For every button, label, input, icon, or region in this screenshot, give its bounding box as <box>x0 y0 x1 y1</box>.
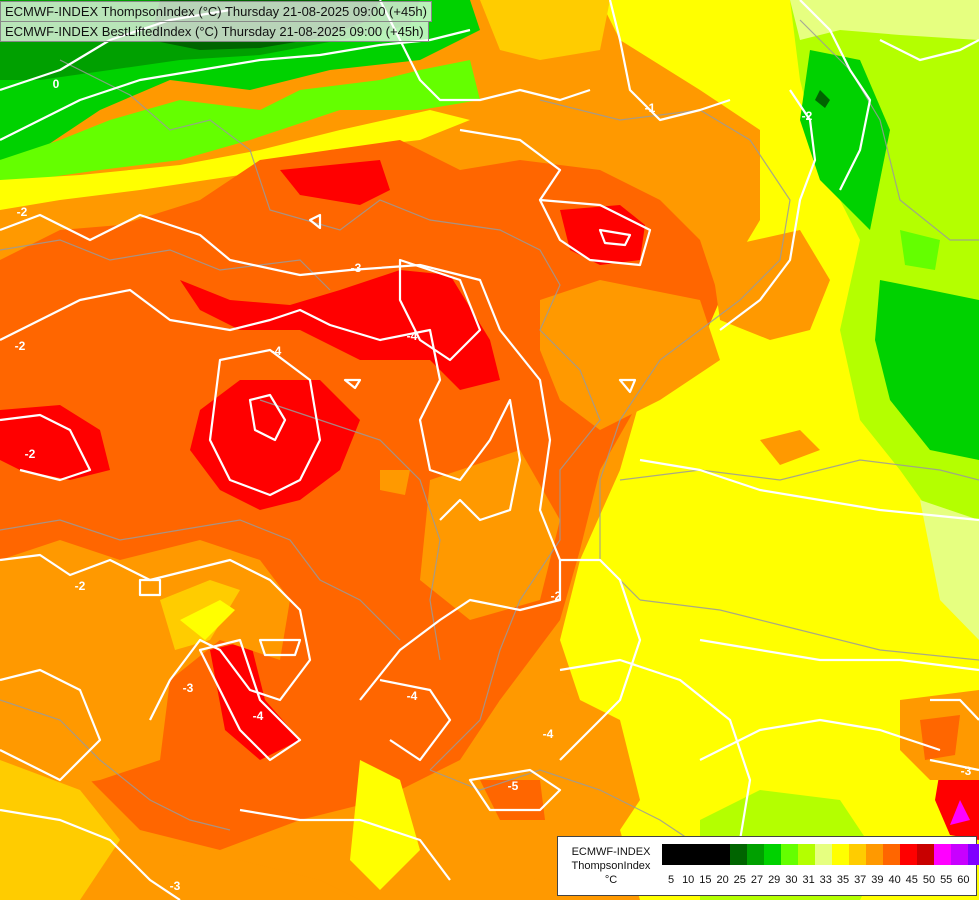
legend-swatch <box>849 844 866 865</box>
legend-swatch <box>679 844 696 865</box>
legend-model-label: ECMWF-INDEX <box>571 846 651 858</box>
map-title-line-2: ECMWF-INDEX BestLiftedIndex (°C) Thursda… <box>0 21 429 42</box>
legend-swatch <box>934 844 951 865</box>
legend-swatch <box>815 844 832 865</box>
contour-label: -4 <box>543 727 554 741</box>
legend-tick: 39 <box>871 874 884 886</box>
legend-swatch <box>696 844 713 865</box>
legend-swatch <box>730 844 747 865</box>
contour-label: -4 <box>271 344 282 358</box>
legend-tick: 45 <box>905 874 918 886</box>
legend-tick: 60 <box>957 874 970 886</box>
contour-label: -2 <box>25 447 36 461</box>
legend-tick: 40 <box>888 874 901 886</box>
contour-label: -4 <box>407 689 418 703</box>
legend-tick: 10 <box>682 874 695 886</box>
legend-tick: 35 <box>836 874 850 886</box>
contour-label: 0 <box>53 77 60 91</box>
legend-name-block: ECMWF-INDEX ThompsonIndex °C <box>562 845 660 887</box>
legend-color-swatches <box>662 844 979 865</box>
legend-tick: 29 <box>768 874 781 886</box>
legend-swatch <box>798 844 815 865</box>
legend-swatch <box>900 844 917 865</box>
legend-tick: 15 <box>699 874 712 886</box>
contour-label-layer: -2 -2 -2 -2 -3 -4 -4 -3 -4 -4 -2 -4 -5 -3 -2 -3 0 -1 <box>15 77 972 893</box>
legend-unit-label: °C <box>604 874 618 886</box>
contour-label: -3 <box>961 764 972 778</box>
legend-tick: 30 <box>785 874 798 886</box>
legend-swatch <box>781 844 798 865</box>
legend-param-label: ThompsonIndex <box>571 860 651 872</box>
legend-swatch <box>747 844 764 865</box>
contour-label: -2 <box>17 205 28 219</box>
legend-swatch <box>832 844 849 865</box>
map-title-line-2-text: ECMWF-INDEX BestLiftedIndex (°C) Thursda… <box>5 24 424 39</box>
map-title-line-1-text: ECMWF-INDEX ThompsonIndex (°C) Thursday … <box>5 4 427 19</box>
contour-label: -2 <box>75 579 86 593</box>
legend-tick: 37 <box>854 874 867 886</box>
legend-swatch <box>883 844 900 865</box>
contour-label: -3 <box>351 261 362 275</box>
legend-tick: 33 <box>819 874 832 886</box>
contour-label: -1 <box>645 101 656 115</box>
legend-tick: 25 <box>733 874 746 886</box>
legend-swatch <box>968 844 979 865</box>
legend-tick: 50 <box>922 874 936 886</box>
legend-tick: 5 <box>667 874 675 886</box>
map-title-line-1: ECMWF-INDEX ThompsonIndex (°C) Thursday … <box>0 1 432 22</box>
contour-label: -2 <box>802 109 813 123</box>
legend-tick: 27 <box>750 874 764 886</box>
legend-swatch <box>951 844 968 865</box>
contour-label: -4 <box>253 709 264 723</box>
legend-tick: 20 <box>716 874 729 886</box>
legend-swatch <box>917 844 934 865</box>
contour-label: -3 <box>183 681 194 695</box>
contour-label: -2 <box>551 589 562 603</box>
contour-label: -5 <box>508 779 519 793</box>
contour-label: -2 <box>15 339 26 353</box>
contour-label: -4 <box>407 329 418 343</box>
legend-tick: 55 <box>940 874 953 886</box>
legend-swatch <box>764 844 781 865</box>
legend-swatch <box>866 844 883 865</box>
legend-tick: 31 <box>802 874 815 886</box>
legend-swatch <box>662 844 679 865</box>
contour-label: -3 <box>170 879 181 893</box>
legend-swatch <box>713 844 730 865</box>
color-scale-legend: ECMWF-INDEX ThompsonIndex °C 5 10 15 20 25 27… <box>557 836 979 896</box>
